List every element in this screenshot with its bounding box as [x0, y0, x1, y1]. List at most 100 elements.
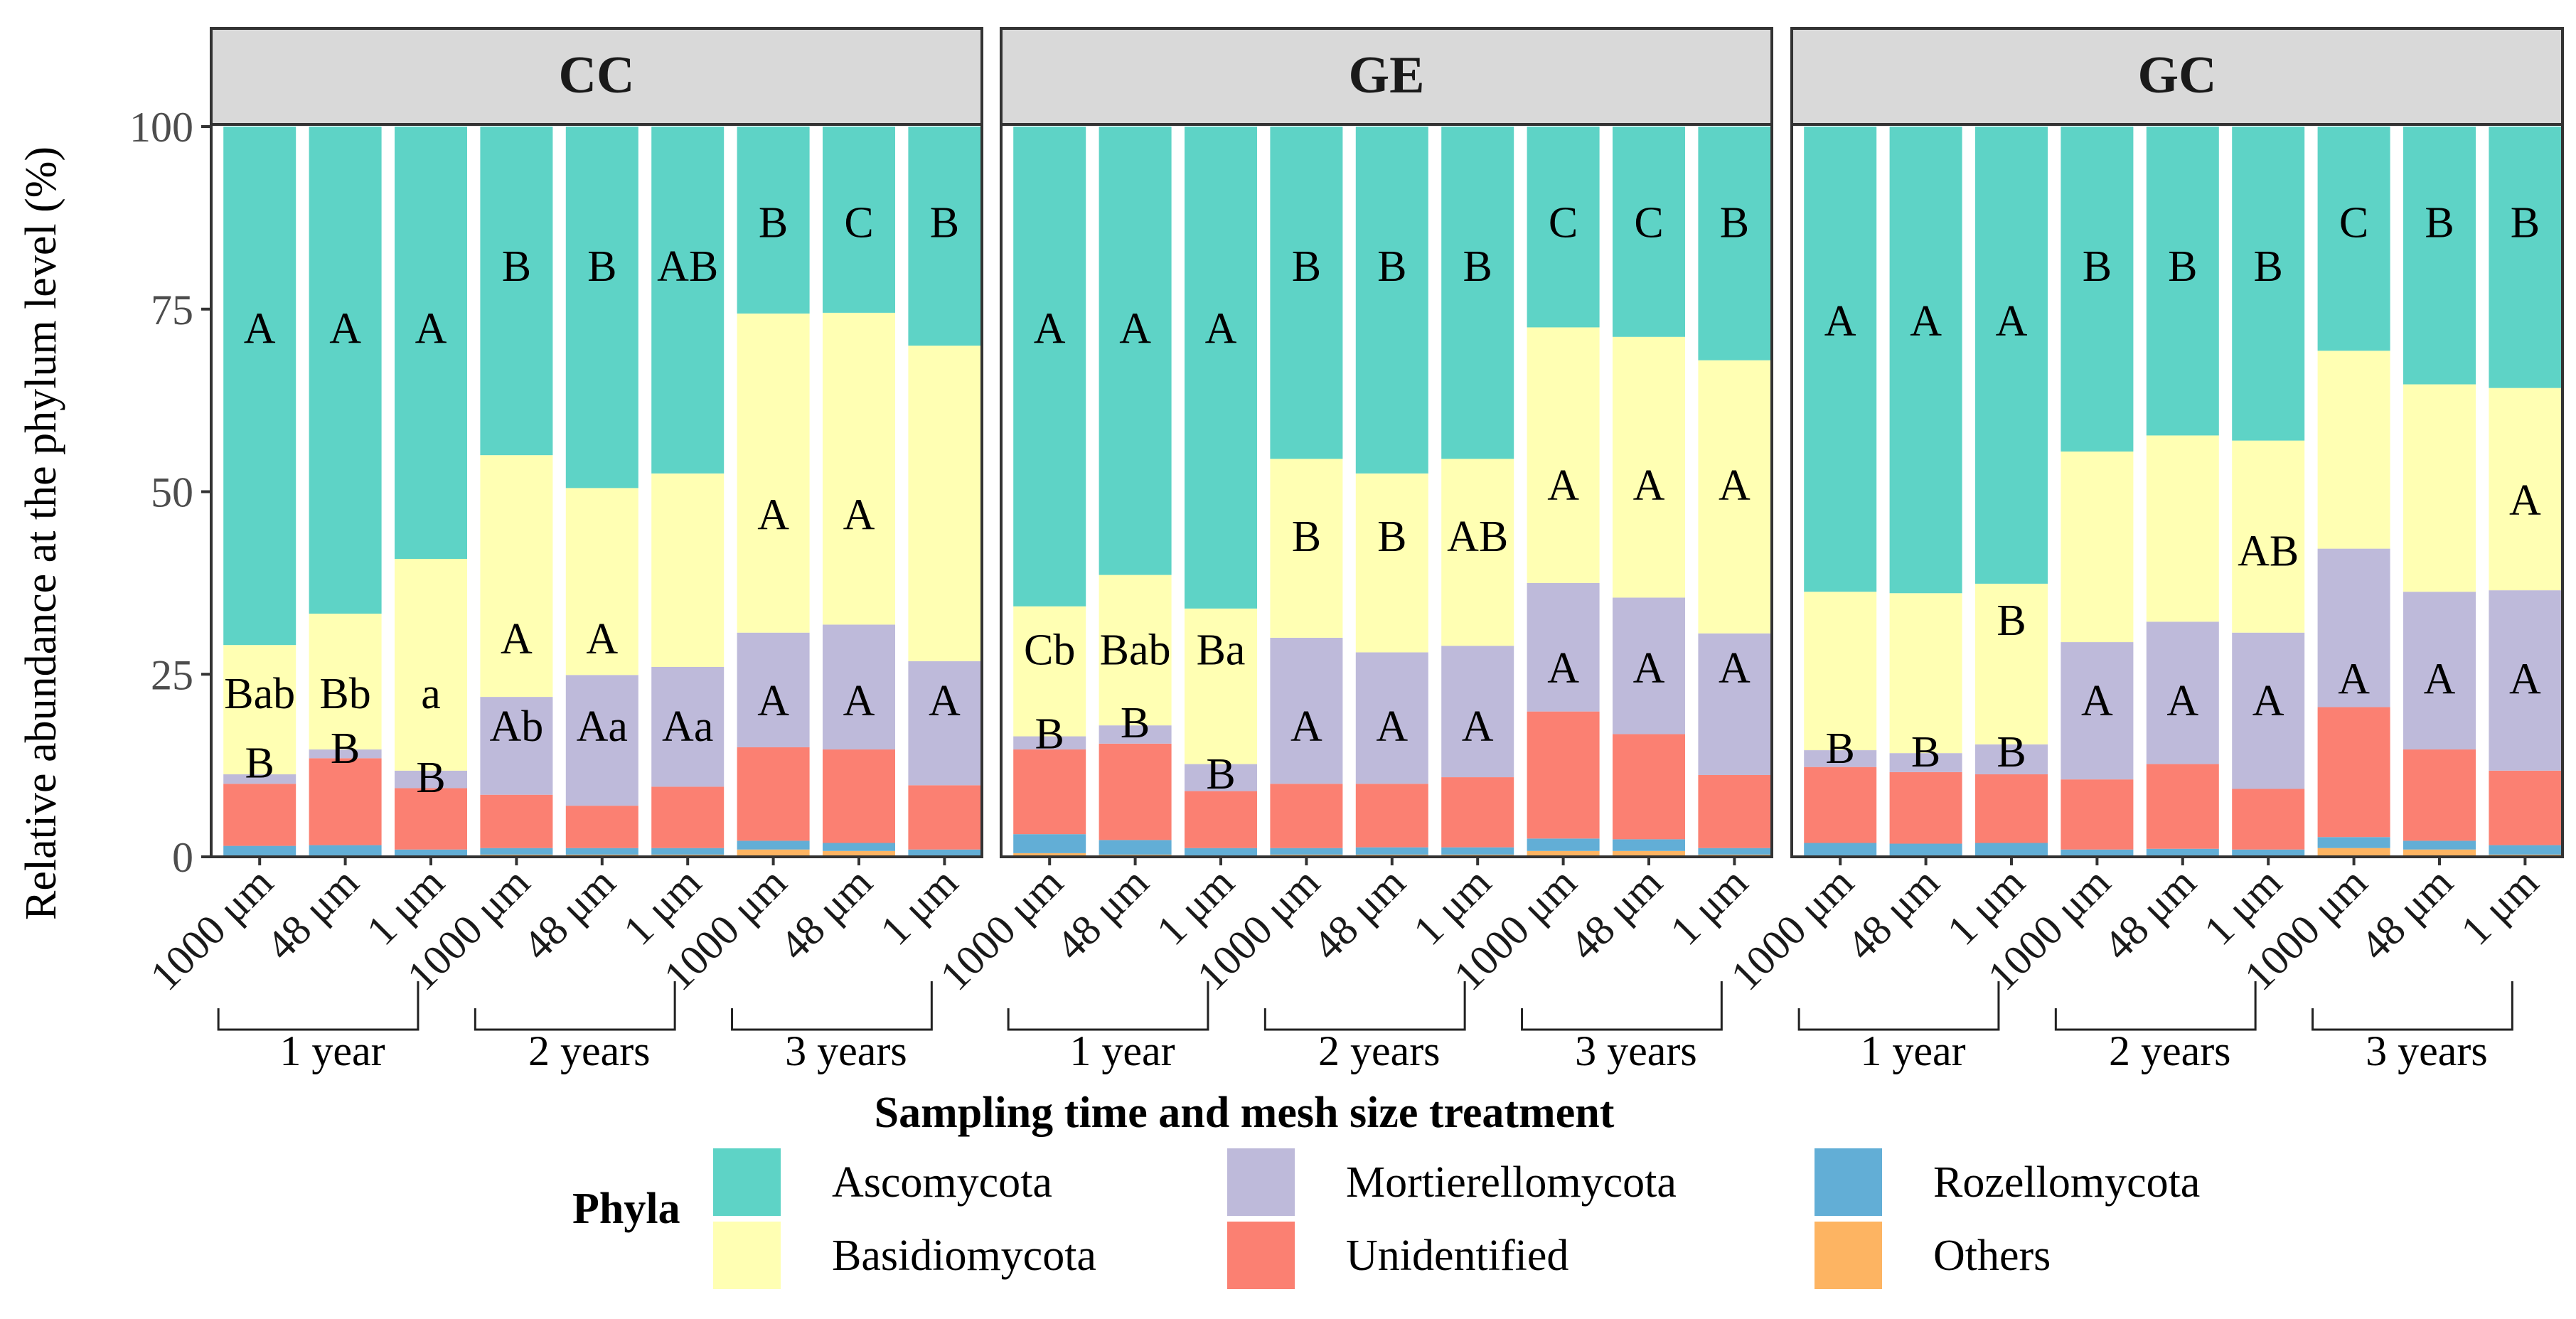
- significance-label: A: [1824, 297, 1856, 346]
- y-tick-label: 25: [151, 651, 193, 698]
- legend: Phyla Ascomycota Basidiomycota Mortierello…: [572, 1148, 2200, 1289]
- bar-segment-basidiomycota: [908, 346, 981, 661]
- group-bracket: [731, 981, 933, 1031]
- significance-label: Bab: [224, 670, 295, 718]
- group-brackets: 1 year 2 years 3 years: [217, 981, 933, 1074]
- significance-label: B: [331, 725, 360, 773]
- bar-segment-others: [1527, 850, 1600, 857]
- bar-segment-basidiomycota: [1013, 606, 1086, 737]
- bar-segment-others: [2403, 849, 2476, 857]
- bar-segment-unidentified: [1185, 791, 1257, 848]
- bar-segment-mortierellomycota: [1698, 633, 1771, 775]
- y-tick-label: 100: [129, 104, 193, 151]
- x-tick-label: 48 μm: [257, 859, 367, 969]
- significance-label: a: [421, 670, 441, 718]
- significance-label: B: [1377, 242, 1406, 291]
- bar-segment-ascomycota: [2232, 127, 2305, 441]
- bar-segment-basidiomycota: [823, 312, 895, 625]
- significance-label: A: [2081, 677, 2113, 725]
- legend-item-ascomycota: Ascomycota: [713, 1148, 1052, 1216]
- significance-label: B: [2511, 199, 2540, 247]
- x-tick-label: 1000 μm: [141, 859, 282, 1000]
- bar-segment-unidentified: [2232, 789, 2305, 850]
- significance-label: A: [1547, 644, 1579, 693]
- bar-segment-rozellomycota: [1099, 840, 1172, 855]
- significance-label: B: [1720, 199, 1749, 247]
- group-label: 3 years: [785, 1027, 907, 1074]
- bar-segment-mortierellomycota: [651, 666, 725, 787]
- bar-segment-others: [2317, 848, 2390, 857]
- significance-label: A: [757, 491, 789, 539]
- bar-segment-rozellomycota: [2232, 849, 2305, 855]
- bar-segment-rozellomycota: [823, 843, 895, 851]
- bar-segment-mortierellomycota: [908, 661, 981, 786]
- bar-segment-mortierellomycota: [565, 675, 638, 806]
- bar-segment-basidiomycota: [1527, 327, 1600, 583]
- x-tick-label: 48 μm: [1304, 859, 1414, 969]
- bar-segment-basidiomycota: [1441, 459, 1514, 646]
- bar-segment-basidiomycota: [1698, 360, 1771, 634]
- y-tick-label: 0: [172, 834, 193, 881]
- significance-label: Bb: [319, 670, 370, 718]
- significance-label: B: [1292, 242, 1321, 291]
- significance-label: C: [2339, 199, 2368, 247]
- panel-title: CC: [559, 46, 635, 105]
- significance-label: A: [1376, 703, 1408, 751]
- bar-segment-ascomycota: [223, 127, 296, 646]
- significance-label: A: [586, 615, 618, 663]
- bar-segment-mortierellomycota: [1270, 637, 1343, 784]
- group-brackets: 1 year 2 years 3 years: [1797, 981, 2513, 1074]
- bar-segment-unidentified: [1441, 777, 1514, 848]
- bar-segment-unidentified: [2403, 749, 2476, 841]
- legend-title: Phyla: [572, 1185, 680, 1233]
- bar-segment-ascomycota: [309, 127, 382, 614]
- bar-segment-mortierellomycota: [2403, 592, 2476, 750]
- bar-segment-others: [823, 850, 895, 857]
- bar-segment-mortierellomycota: [1804, 750, 1877, 767]
- group-brackets: 1 year 2 years 3 years: [1007, 981, 1723, 1074]
- bar-segment-rozellomycota: [565, 848, 638, 855]
- significance-label: A: [1547, 461, 1579, 510]
- bar-segment-rozellomycota: [2317, 837, 2390, 848]
- significance-label: A: [2338, 655, 2370, 703]
- bar-segment-rozellomycota: [395, 849, 467, 855]
- group-label: 2 years: [2109, 1027, 2231, 1074]
- bar-group: [223, 127, 981, 857]
- x-tick-label: 48 μm: [1047, 859, 1157, 969]
- x-tick-label: 1 μm: [2452, 859, 2547, 954]
- bar-segment-basidiomycota: [480, 455, 553, 698]
- significance-label: B: [759, 199, 788, 247]
- significance-label: B: [1121, 699, 1150, 747]
- significance-label: Aa: [662, 703, 713, 751]
- legend-swatch: [1227, 1222, 1295, 1289]
- bar-segment-ascomycota: [2489, 127, 2562, 388]
- panel-strip: [1790, 27, 2564, 126]
- x-tick-label: 48 μm: [514, 859, 624, 969]
- bar-segment-ascomycota: [1698, 127, 1771, 361]
- bar-segment-ascomycota: [1099, 127, 1172, 575]
- bar-segment-rozellomycota: [1013, 834, 1086, 853]
- bar-segment-unidentified: [223, 784, 296, 846]
- bar-segment-mortierellomycota: [2061, 642, 2134, 780]
- group-bracket: [1797, 981, 2000, 1031]
- significance-label: B: [1997, 597, 2026, 645]
- bar-segment-unidentified: [908, 785, 981, 850]
- legend-swatch: [1227, 1148, 1295, 1216]
- bar-segment-rozellomycota: [2403, 840, 2476, 850]
- bar-segment-rozellomycota: [908, 849, 981, 855]
- panel-frame: [1790, 123, 2564, 858]
- y-tick-label: 75: [151, 287, 193, 333]
- significance-label: A: [1910, 297, 1942, 346]
- bar-segment-mortierellomycota: [223, 774, 296, 784]
- bar-segment-basidiomycota: [309, 614, 382, 750]
- significance-label: Bab: [1100, 626, 1171, 674]
- bar-segment-rozellomycota: [2489, 845, 2562, 855]
- bar-segment-rozellomycota: [1270, 848, 1343, 855]
- bar-segment-rozellomycota: [651, 848, 725, 855]
- bar-segment-mortierellomycota: [2317, 548, 2390, 707]
- x-axis-title: Sampling time and mesh size treatment: [875, 1089, 1615, 1137]
- bar-segment-unidentified: [1698, 774, 1771, 848]
- bar-segment-unidentified: [1527, 711, 1600, 839]
